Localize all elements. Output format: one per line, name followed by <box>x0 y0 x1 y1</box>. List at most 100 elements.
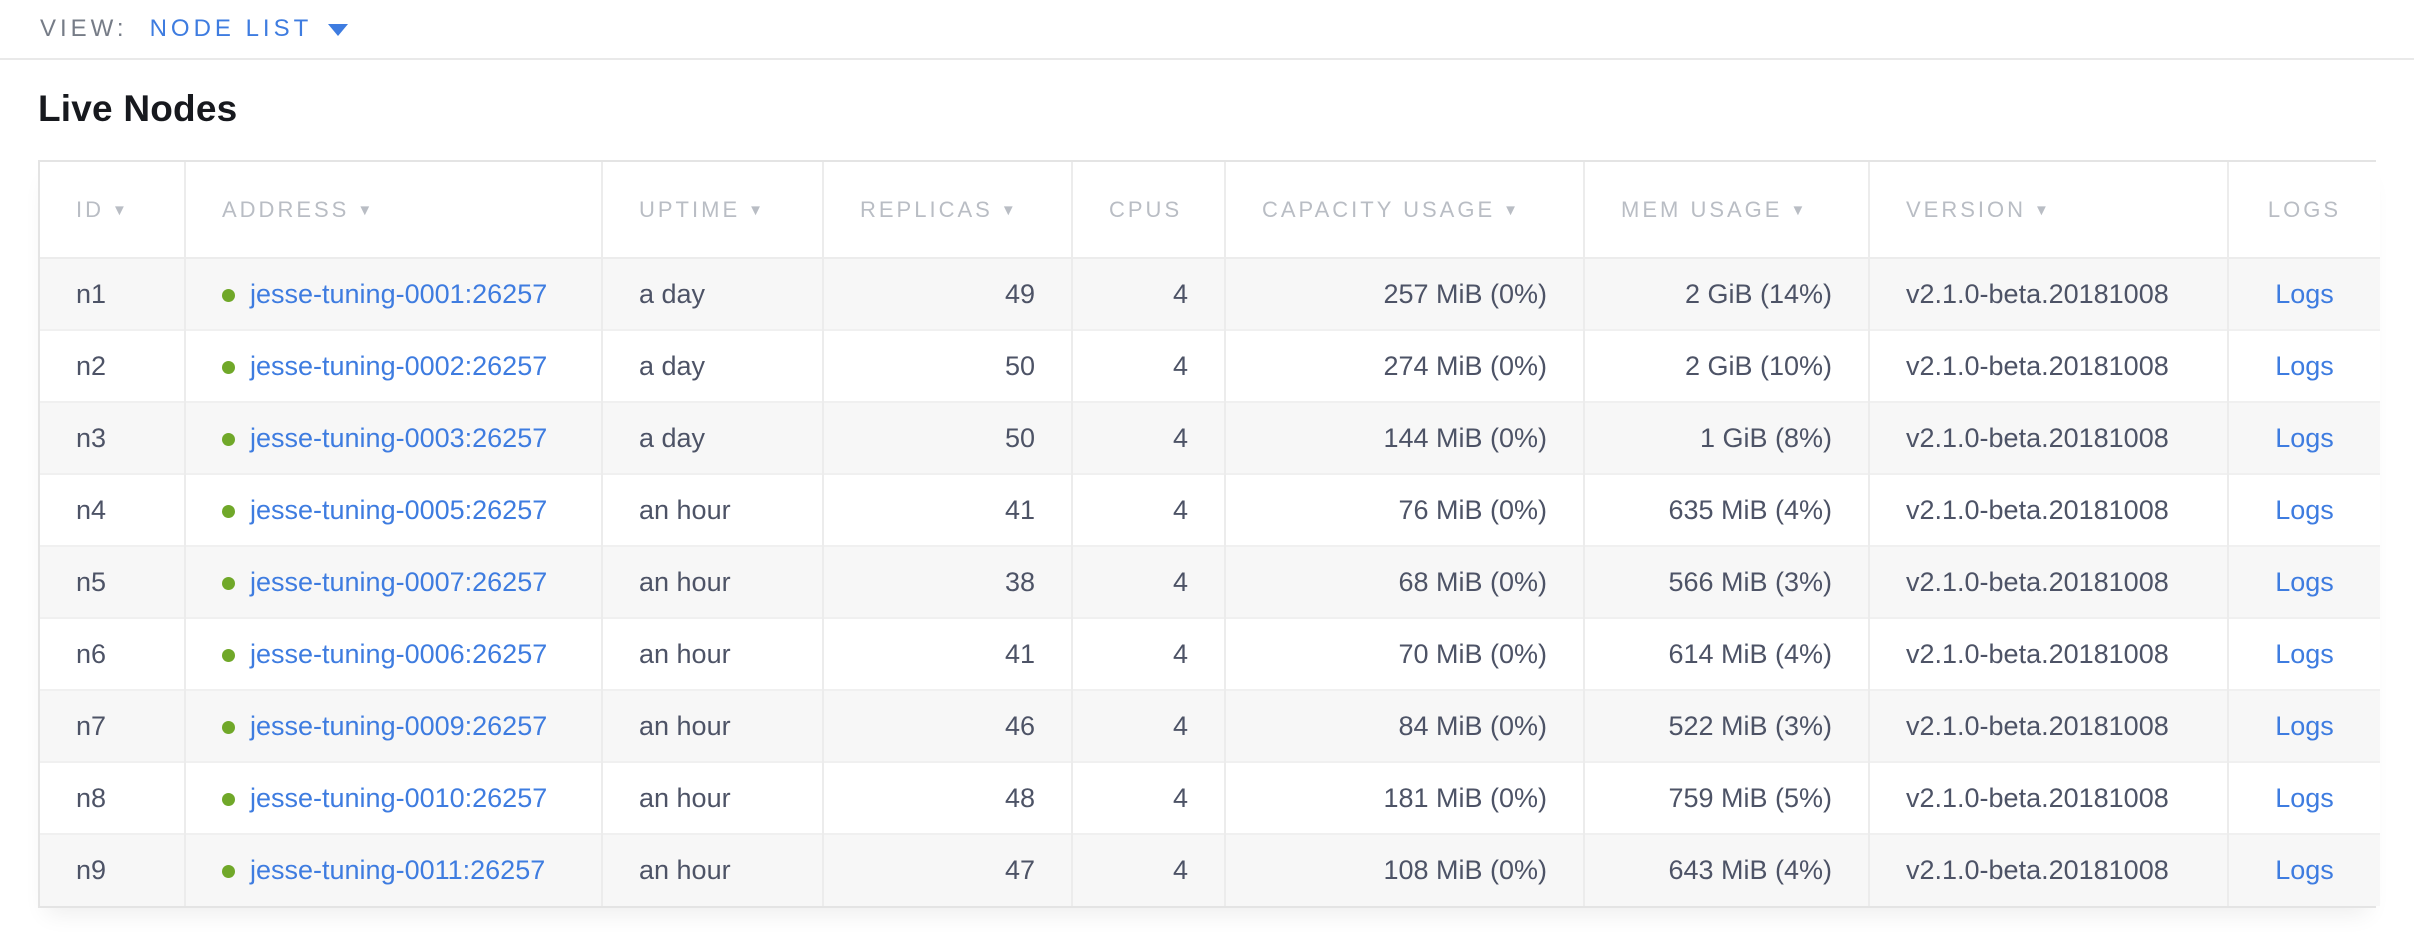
cell-cpus: 4 <box>1071 689 1225 762</box>
cell-node-id: n5 <box>40 545 185 618</box>
cell-address: jesse-tuning-0006:26257 <box>184 617 602 690</box>
cell-logs: Logs <box>2227 617 2380 690</box>
cell-capacity-usage: 68 MiB (0%) <box>1224 545 1584 618</box>
logs-link[interactable]: Logs <box>2275 566 2334 597</box>
cell-mem-usage: 614 MiB (4%) <box>1583 617 1869 690</box>
logs-link[interactable]: Logs <box>2275 782 2334 813</box>
cell-logs: Logs <box>2227 473 2380 546</box>
table-row: n7 jesse-tuning-0009:26257 an hour 46 4 … <box>40 689 2380 762</box>
cell-uptime: a day <box>601 401 823 474</box>
caret-down-icon <box>328 24 349 36</box>
cell-node-id: n3 <box>40 401 185 474</box>
cell-node-id: n1 <box>40 257 185 330</box>
column-header-mem-usage[interactable]: MEM USAGE ▼ <box>1583 162 1869 258</box>
cell-uptime: an hour <box>601 545 823 618</box>
cell-capacity-usage: 70 MiB (0%) <box>1224 617 1584 690</box>
cell-mem-usage: 635 MiB (4%) <box>1583 473 1869 546</box>
page-title: Live Nodes <box>38 88 238 129</box>
cell-replicas: 48 <box>822 761 1072 834</box>
node-live-status-icon <box>222 648 235 662</box>
sort-desc-icon: ▼ <box>1000 201 1019 219</box>
logs-link[interactable]: Logs <box>2275 278 2334 309</box>
node-address-link[interactable]: jesse-tuning-0003:26257 <box>250 422 548 453</box>
cell-version: v2.1.0-beta.20181008 <box>1868 761 2228 834</box>
column-header-address[interactable]: ADDRESS ▼ <box>184 162 602 258</box>
logs-link[interactable]: Logs <box>2275 350 2334 381</box>
cell-address: jesse-tuning-0011:26257 <box>184 833 602 906</box>
column-header-replicas[interactable]: REPLICAS ▼ <box>822 162 1072 258</box>
sort-desc-icon: ▼ <box>2034 201 2052 219</box>
view-label: VIEW: <box>40 15 128 42</box>
cell-capacity-usage: 144 MiB (0%) <box>1224 401 1584 474</box>
cell-node-id: n7 <box>40 689 185 762</box>
cell-address: jesse-tuning-0005:26257 <box>184 473 602 546</box>
view-dropdown-value: NODE LIST <box>149 15 313 42</box>
cell-uptime: a day <box>601 257 823 330</box>
node-address-link[interactable]: jesse-tuning-0005:26257 <box>250 494 548 525</box>
cell-uptime: an hour <box>601 473 823 546</box>
cell-version: v2.1.0-beta.20181008 <box>1868 689 2228 762</box>
logs-link[interactable]: Logs <box>2275 494 2334 525</box>
logs-link[interactable]: Logs <box>2275 422 2334 453</box>
cell-address: jesse-tuning-0002:26257 <box>184 329 602 402</box>
cell-node-id: n4 <box>40 473 185 546</box>
cell-replicas: 49 <box>822 257 1072 330</box>
node-address-link[interactable]: jesse-tuning-0010:26257 <box>250 782 548 813</box>
sort-desc-icon: ▼ <box>1790 201 1809 219</box>
cell-version: v2.1.0-beta.20181008 <box>1868 617 2228 690</box>
cell-replicas: 50 <box>822 401 1072 474</box>
cell-version: v2.1.0-beta.20181008 <box>1868 833 2228 906</box>
cell-replicas: 47 <box>822 833 1072 906</box>
cell-uptime: an hour <box>601 689 823 762</box>
node-address-link[interactable]: jesse-tuning-0009:26257 <box>250 710 548 741</box>
view-dropdown[interactable]: NODE LIST <box>150 15 349 43</box>
column-header-cpus: CPUS <box>1071 162 1225 258</box>
cell-logs: Logs <box>2227 833 2380 906</box>
cell-cpus: 4 <box>1071 761 1225 834</box>
node-live-status-icon <box>222 792 235 806</box>
node-address-link[interactable]: jesse-tuning-0001:26257 <box>250 278 548 309</box>
node-live-status-icon <box>222 432 235 446</box>
column-header-uptime[interactable]: UPTIME ▼ <box>601 162 823 258</box>
sort-desc-icon: ▼ <box>357 201 376 219</box>
logs-link[interactable]: Logs <box>2275 710 2334 741</box>
live-nodes-table: ID ▼ ADDRESS ▼ UPTIME ▼ REPLICAS ▼ CPUS CAPA… <box>40 162 2380 906</box>
cell-version: v2.1.0-beta.20181008 <box>1868 329 2228 402</box>
cell-capacity-usage: 108 MiB (0%) <box>1224 833 1584 906</box>
cell-logs: Logs <box>2227 689 2380 762</box>
cell-version: v2.1.0-beta.20181008 <box>1868 545 2228 618</box>
logs-link[interactable]: Logs <box>2275 855 2334 885</box>
node-address-link[interactable]: jesse-tuning-0011:26257 <box>250 855 546 885</box>
cell-address: jesse-tuning-0003:26257 <box>184 401 602 474</box>
cell-node-id: n6 <box>40 617 185 690</box>
cell-replicas: 41 <box>822 473 1072 546</box>
live-nodes-table-card: ID ▼ ADDRESS ▼ UPTIME ▼ REPLICAS ▼ CPUS CAPA… <box>38 160 2380 908</box>
cell-uptime: a day <box>601 329 823 402</box>
cell-cpus: 4 <box>1071 833 1225 906</box>
cell-capacity-usage: 257 MiB (0%) <box>1224 257 1584 330</box>
cell-cpus: 4 <box>1071 329 1225 402</box>
table-row: n6 jesse-tuning-0006:26257 an hour 41 4 … <box>40 617 2380 690</box>
table-row: n9 jesse-tuning-0011:26257 an hour 47 4 … <box>40 833 2380 906</box>
node-address-link[interactable]: jesse-tuning-0007:26257 <box>250 566 548 597</box>
cell-replicas: 46 <box>822 689 1072 762</box>
cell-node-id: n8 <box>40 761 185 834</box>
node-live-status-icon <box>222 865 235 878</box>
cell-cpus: 4 <box>1071 401 1225 474</box>
table-row: n1 jesse-tuning-0001:26257 a day 49 4 25… <box>40 257 2380 330</box>
sort-desc-icon: ▼ <box>112 201 130 219</box>
node-live-status-icon <box>222 504 235 518</box>
sort-desc-icon: ▼ <box>748 201 766 219</box>
cell-mem-usage: 566 MiB (3%) <box>1583 545 1869 618</box>
table-row: n3 jesse-tuning-0003:26257 a day 50 4 14… <box>40 401 2380 474</box>
logs-link[interactable]: Logs <box>2275 638 2334 669</box>
node-live-status-icon <box>222 720 235 734</box>
column-header-capacity-usage[interactable]: CAPACITY USAGE ▼ <box>1224 162 1584 258</box>
column-header-version[interactable]: VERSION ▼ <box>1868 162 2228 258</box>
cell-mem-usage: 643 MiB (4%) <box>1583 833 1869 906</box>
column-header-id[interactable]: ID ▼ <box>40 162 185 258</box>
cell-uptime: an hour <box>601 617 823 690</box>
cell-capacity-usage: 181 MiB (0%) <box>1224 761 1584 834</box>
node-address-link[interactable]: jesse-tuning-0006:26257 <box>250 638 548 669</box>
node-address-link[interactable]: jesse-tuning-0002:26257 <box>250 350 548 381</box>
